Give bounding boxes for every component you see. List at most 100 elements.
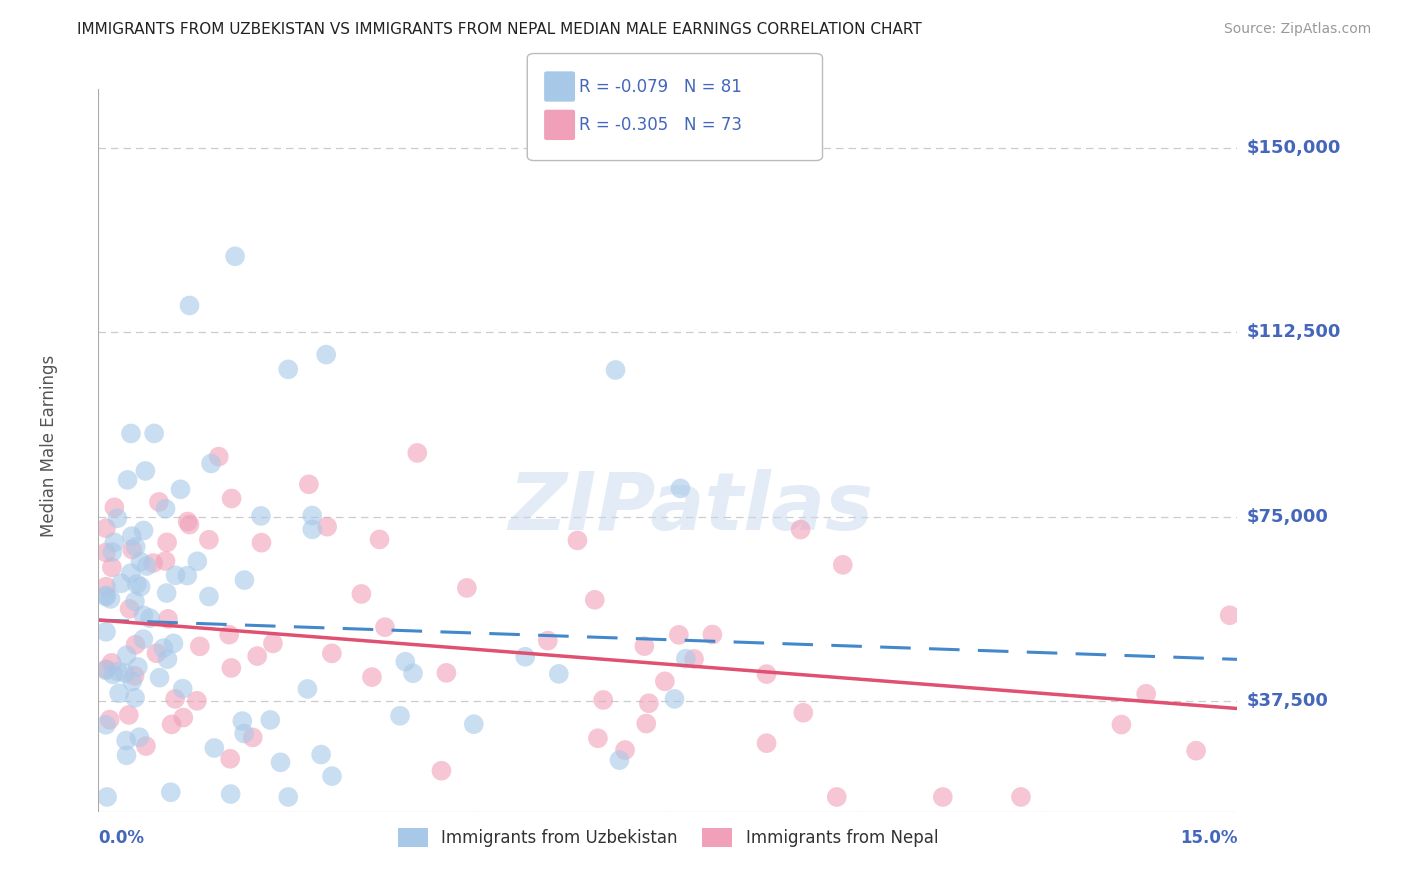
Text: ZIPatlas: ZIPatlas xyxy=(508,469,873,548)
Point xyxy=(129,555,152,569)
Point xyxy=(94,588,117,602)
Point xyxy=(132,608,155,623)
Point xyxy=(592,693,614,707)
Point xyxy=(402,666,425,681)
Point xyxy=(614,743,637,757)
Point xyxy=(633,639,655,653)
Point xyxy=(250,535,273,549)
Point xyxy=(1219,608,1241,623)
Point xyxy=(148,495,170,509)
Point xyxy=(156,652,179,666)
Point xyxy=(118,708,141,723)
Point xyxy=(107,511,129,525)
Point xyxy=(221,491,243,506)
Point xyxy=(142,556,165,570)
Point xyxy=(789,523,811,537)
Point xyxy=(218,628,240,642)
Point xyxy=(94,662,117,676)
Text: 0.0%: 0.0% xyxy=(98,829,145,847)
Point xyxy=(127,660,149,674)
Point xyxy=(301,522,323,536)
Point xyxy=(143,426,166,441)
Point xyxy=(374,620,396,634)
Point xyxy=(246,648,269,663)
Point xyxy=(1185,744,1208,758)
Point xyxy=(132,524,155,538)
Point xyxy=(321,646,343,660)
Point xyxy=(145,646,167,660)
Point xyxy=(94,624,117,639)
Text: Source: ZipAtlas.com: Source: ZipAtlas.com xyxy=(1223,22,1371,37)
Point xyxy=(124,669,146,683)
Legend: Immigrants from Uzbekistan, Immigrants from Nepal: Immigrants from Uzbekistan, Immigrants f… xyxy=(391,822,945,854)
Point xyxy=(270,756,292,770)
Point xyxy=(124,690,146,705)
Point xyxy=(94,521,117,535)
Point xyxy=(129,580,152,594)
Text: $37,500: $37,500 xyxy=(1246,692,1329,710)
Point xyxy=(202,741,225,756)
Point xyxy=(134,464,156,478)
Point xyxy=(315,348,337,362)
Point xyxy=(121,529,143,543)
Point xyxy=(165,568,187,582)
Point xyxy=(155,501,177,516)
Point xyxy=(792,706,814,720)
Text: IMMIGRANTS FROM UZBEKISTAN VS IMMIGRANTS FROM NEPAL MEDIAN MALE EARNINGS CORRELA: IMMIGRANTS FROM UZBEKISTAN VS IMMIGRANTS… xyxy=(77,22,922,37)
Point xyxy=(179,517,201,532)
Point xyxy=(120,566,142,581)
Point xyxy=(115,648,138,663)
Point xyxy=(368,533,391,547)
Point xyxy=(361,670,384,684)
Point xyxy=(636,716,658,731)
Point xyxy=(165,692,187,706)
Point xyxy=(224,249,246,263)
Point xyxy=(208,450,231,464)
Point xyxy=(125,540,148,554)
Point xyxy=(567,533,589,548)
Point xyxy=(162,636,184,650)
Point xyxy=(152,641,174,656)
Point xyxy=(120,426,142,441)
Point xyxy=(135,739,157,753)
Point xyxy=(124,594,146,608)
Point xyxy=(277,789,299,804)
Point xyxy=(515,649,537,664)
Point xyxy=(115,733,138,747)
Point xyxy=(298,477,321,491)
Point xyxy=(103,500,125,515)
Point xyxy=(176,515,198,529)
Point xyxy=(321,769,343,783)
Point xyxy=(277,362,299,376)
Point xyxy=(583,592,606,607)
Point xyxy=(132,632,155,647)
Point xyxy=(932,789,955,804)
Point xyxy=(350,587,373,601)
Point xyxy=(160,717,183,731)
Point xyxy=(406,446,429,460)
Point xyxy=(107,665,129,679)
Point xyxy=(156,586,179,600)
Point xyxy=(1111,717,1133,731)
Point xyxy=(669,482,692,496)
Point xyxy=(259,713,281,727)
Point xyxy=(121,674,143,689)
Point xyxy=(609,753,631,767)
Point xyxy=(309,747,332,762)
Text: 15.0%: 15.0% xyxy=(1180,829,1237,847)
Point xyxy=(1010,789,1032,804)
Point xyxy=(221,661,243,675)
Point xyxy=(675,651,697,665)
Point xyxy=(186,694,208,708)
Point xyxy=(94,718,117,732)
Point xyxy=(186,554,208,568)
Point xyxy=(825,789,848,804)
Point xyxy=(179,298,201,312)
Point xyxy=(176,568,198,582)
Point xyxy=(94,580,117,594)
Point xyxy=(250,508,273,523)
Point xyxy=(231,714,253,728)
Point xyxy=(117,473,139,487)
Point xyxy=(434,665,457,680)
Point xyxy=(637,696,659,710)
